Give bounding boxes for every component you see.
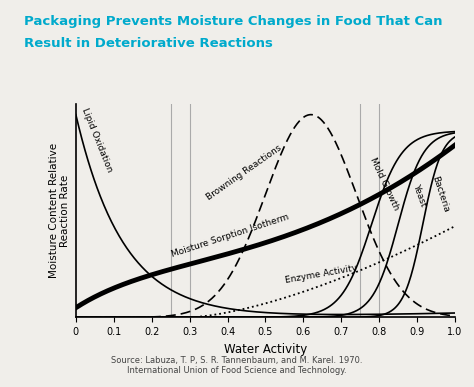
Text: Yeast: Yeast	[411, 183, 428, 208]
Text: Source: Labuza, T. P, S. R. Tannenbaum, and M. Karel. 1970.
International Union : Source: Labuza, T. P, S. R. Tannenbaum, …	[111, 356, 363, 375]
Text: Enzyme Activity: Enzyme Activity	[284, 263, 358, 285]
Text: Packaging Prevents Moisture Changes in Food That Can: Packaging Prevents Moisture Changes in F…	[24, 15, 442, 29]
X-axis label: Water Activity: Water Activity	[224, 342, 307, 356]
Y-axis label: Moisture Content Relative
Reaction Rate: Moisture Content Relative Reaction Rate	[49, 143, 70, 279]
Text: Bacteria: Bacteria	[430, 175, 451, 214]
Text: Mold Growth: Mold Growth	[368, 156, 400, 212]
Text: Result in Deteriorative Reactions: Result in Deteriorative Reactions	[24, 37, 273, 50]
Text: Lipid Oxidation: Lipid Oxidation	[80, 106, 114, 173]
Text: Moisture Sorption Isotherm: Moisture Sorption Isotherm	[171, 212, 291, 259]
Text: Browning Reactions: Browning Reactions	[205, 143, 283, 202]
